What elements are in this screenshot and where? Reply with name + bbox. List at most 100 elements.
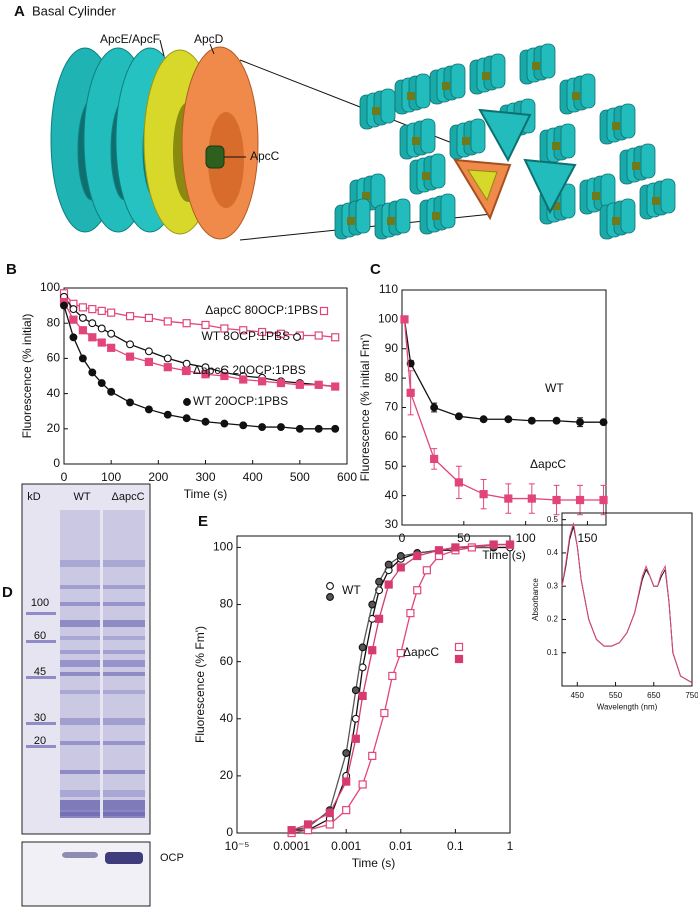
- plot-frame: [236, 535, 511, 834]
- disk: [370, 173, 386, 209]
- x-tick-label: 450: [571, 691, 585, 700]
- linker: [532, 62, 540, 70]
- marker-square: [125, 312, 135, 321]
- band: [103, 560, 145, 567]
- disk: [415, 73, 431, 109]
- marker-square: [220, 324, 229, 333]
- marker-square: [325, 820, 334, 829]
- y-tick-label: 80: [220, 597, 234, 611]
- marker-square: [78, 326, 87, 335]
- marker-square: [276, 378, 286, 388]
- marker-square: [325, 808, 334, 818]
- marker-circle: [201, 417, 210, 426]
- disk: [430, 153, 446, 189]
- marker-circle: [454, 412, 463, 421]
- disk: [640, 143, 656, 179]
- band: [103, 585, 145, 589]
- marker-circle: [358, 643, 367, 652]
- basal-core: [467, 169, 498, 202]
- marker-square: [239, 326, 248, 335]
- marker-square: [88, 305, 97, 314]
- marker-circle: [576, 418, 584, 427]
- band: [60, 560, 100, 567]
- y-tick-label: 0.5: [547, 515, 559, 524]
- marker-circle: [384, 560, 393, 569]
- marker-square: [575, 495, 585, 505]
- band: [60, 620, 100, 627]
- marker-square: [406, 609, 415, 618]
- marker-square: [368, 751, 377, 760]
- linker: [632, 162, 640, 170]
- legend-symbol: [326, 582, 334, 590]
- band: [103, 690, 145, 694]
- linker: [362, 192, 370, 200]
- legend-symbol: [319, 306, 329, 316]
- disk: [450, 63, 466, 99]
- marker-circle: [239, 421, 248, 430]
- marker-square: [368, 646, 377, 655]
- disk: [660, 178, 676, 214]
- band: [103, 800, 145, 818]
- disk: [620, 103, 636, 139]
- y-axis-label: Absorbance: [531, 578, 540, 621]
- y-axis-label: Fluorescence (% initial Fm'): [358, 334, 372, 482]
- marker-circle: [78, 313, 87, 322]
- x-tick-label: 400: [243, 470, 263, 484]
- band: [60, 718, 100, 725]
- marker-circle: [182, 414, 191, 423]
- x-tick-label: 0.1: [447, 839, 464, 853]
- marker-square: [380, 708, 389, 718]
- legend-label: WT: [342, 583, 361, 597]
- marker-band: [26, 745, 56, 748]
- marker-square: [413, 586, 422, 595]
- legend-label: ΔapcC: [403, 645, 439, 659]
- disk: [490, 53, 506, 89]
- x-axis-label: Time (s): [352, 856, 396, 870]
- y-tick-label: 30: [385, 517, 399, 531]
- band: [60, 770, 100, 774]
- marker-square: [489, 540, 498, 549]
- marker-circle: [163, 410, 172, 419]
- linker: [482, 72, 490, 80]
- marker-square: [144, 313, 153, 323]
- legend-label: WT: [545, 381, 564, 395]
- band: [60, 672, 100, 676]
- linker: [387, 217, 395, 225]
- marker-circle: [88, 368, 97, 377]
- band: [103, 770, 145, 774]
- marker-square: [163, 363, 172, 372]
- y-tick-label: 40: [385, 488, 399, 502]
- gel-header: WT: [73, 491, 90, 503]
- panel-title: Basal Cylinder: [32, 3, 116, 18]
- x-tick-label: 10⁻⁵: [225, 839, 250, 853]
- x-axis-label: Wavelength (nm): [597, 702, 658, 711]
- component-label: ApcD: [194, 32, 224, 46]
- band: [60, 741, 100, 745]
- marker-circle: [258, 423, 267, 431]
- disk: [395, 198, 411, 234]
- y-tick-label: 100: [40, 280, 60, 294]
- marker-circle: [368, 600, 377, 609]
- y-axis-label: Fluorescence (% Fm'): [193, 626, 207, 743]
- series-line: [291, 543, 510, 834]
- band: [60, 690, 100, 694]
- marker-square: [258, 377, 267, 386]
- marker-square: [220, 371, 229, 381]
- marker-square: [331, 382, 340, 391]
- y-tick-label: 60: [220, 654, 234, 668]
- linker: [442, 82, 450, 90]
- band: [103, 672, 145, 676]
- y-tick-label: 60: [47, 351, 61, 365]
- marker-circle: [342, 749, 351, 757]
- marker-square: [69, 315, 78, 324]
- marker-circle: [504, 415, 513, 424]
- marker-circle: [107, 329, 116, 338]
- x-tick-label: 150: [577, 531, 597, 545]
- band: [103, 660, 145, 667]
- marker-square: [406, 388, 415, 397]
- phycobilisome-model: [334, 43, 676, 240]
- marker-circle: [182, 359, 191, 368]
- marker-size: 30: [34, 712, 46, 724]
- marker-band: [26, 722, 56, 725]
- band: [60, 636, 100, 640]
